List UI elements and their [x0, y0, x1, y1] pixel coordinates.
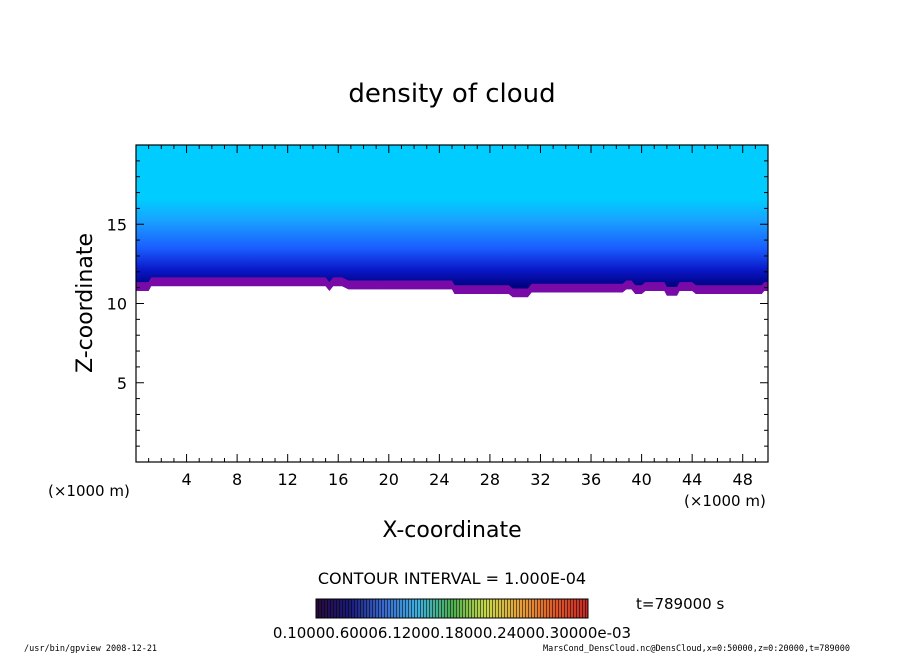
x-tick-label: 32	[530, 470, 550, 489]
colorbar-tick-labels: 0.10000.60006.12000.18000.24000.30000e-0…	[273, 624, 631, 642]
x-tick-label: 28	[480, 470, 500, 489]
x-tick-label: 12	[278, 470, 298, 489]
cloud-density-field	[136, 145, 768, 298]
x-tick-label: 24	[429, 470, 449, 489]
x-tick-label: 8	[232, 470, 242, 489]
x-axis-ticks	[135, 145, 769, 462]
x-tick-label: 20	[379, 470, 399, 489]
x-tick-label: 44	[682, 470, 702, 489]
time-label: t=789000 s	[636, 595, 724, 613]
x-tick-label: 4	[181, 470, 191, 489]
y-axis-title: Z-coordinate	[73, 233, 98, 373]
z-unit-label: (×1000 m)	[48, 482, 130, 500]
footer-left-text: /usr/bin/gpview 2008-12-21	[24, 644, 157, 654]
cloud-base-layer	[136, 277, 768, 298]
chart-title: density of cloud	[348, 79, 555, 109]
y-tick-label: 5	[117, 374, 127, 393]
x-tick-label: 36	[581, 470, 601, 489]
y-tick-label: 15	[107, 215, 127, 234]
y-axis-ticks	[136, 144, 768, 463]
contour-interval-label: CONTOUR INTERVAL = 1.000E-04	[318, 569, 586, 588]
x-axis-tick-labels: 4 8 12 16 20 24 28 32 36 40 44 48	[181, 470, 752, 489]
y-tick-label: 10	[107, 295, 127, 314]
colorbar	[315, 598, 589, 619]
colorbar-stripes	[316, 599, 588, 618]
x-tick-label: 48	[733, 470, 753, 489]
x-tick-label: 40	[631, 470, 651, 489]
footer-right-text: MarsCond_DensCloud.nc@DensCloud,x=0:5000…	[543, 644, 850, 654]
x-unit-label: (×1000 m)	[684, 492, 766, 510]
y-axis-tick-labels: 5 10 15	[107, 215, 127, 393]
colorbar-frame	[315, 598, 589, 619]
x-tick-label: 16	[328, 470, 348, 489]
plot-area	[136, 145, 768, 298]
x-axis-title: X-coordinate	[382, 518, 521, 543]
